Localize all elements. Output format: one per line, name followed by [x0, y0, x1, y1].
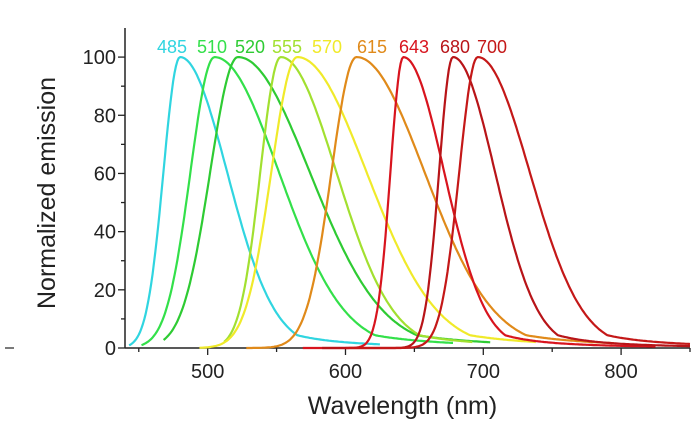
y-tick-label: 60 — [94, 163, 116, 185]
axes: 0 20 40 60 80 100 500 600 700 800 — [5, 28, 691, 383]
peak-label-643: 643 — [399, 37, 429, 57]
series-line-700 — [345, 55, 691, 350]
peak-label-485: 485 — [157, 37, 187, 57]
peak-label-680: 680 — [440, 37, 470, 57]
y-tick-label: 80 — [94, 105, 116, 127]
y-tick-label: 40 — [94, 222, 116, 244]
series-curves — [128, 55, 691, 350]
y-tick-label: 0 — [105, 338, 116, 360]
peak-label-615: 615 — [357, 37, 387, 57]
series-line-570 — [199, 55, 536, 349]
y-axis-title: Normalized emission — [33, 77, 61, 309]
peak-label-700: 700 — [477, 37, 507, 57]
x-tick-label: 500 — [191, 361, 224, 383]
series-line-510 — [141, 55, 453, 347]
y-tick-label: 100 — [83, 47, 116, 69]
x-tick-label: 600 — [329, 361, 362, 383]
peak-label-520: 520 — [235, 37, 265, 57]
peak-label-570: 570 — [312, 37, 342, 57]
peak-label-510: 510 — [197, 37, 227, 57]
x-tick-label: 700 — [467, 361, 500, 383]
peak-label-555: 555 — [272, 37, 302, 57]
series-line-485 — [128, 55, 380, 347]
peak-labels: 485 510 520 555 570 615 643 680 700 — [157, 37, 507, 57]
series-line-643 — [302, 55, 656, 350]
x-axis-title: Wavelength (nm) — [308, 392, 497, 420]
x-tick-label: 800 — [604, 361, 637, 383]
series-line-615 — [246, 55, 615, 350]
y-tick-label: 20 — [94, 280, 116, 302]
